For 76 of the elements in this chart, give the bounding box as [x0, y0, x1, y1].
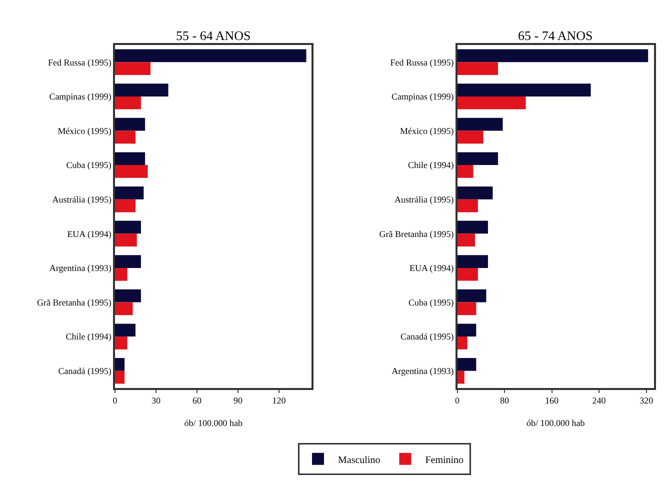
bar [115, 199, 136, 212]
bar [457, 268, 478, 281]
legend-label: Feminino [425, 454, 464, 466]
bar [457, 130, 484, 144]
bar [457, 62, 498, 76]
bar [115, 220, 141, 234]
y-tick-label: Fed Russa (1995) [48, 57, 112, 68]
bar [115, 165, 148, 178]
bar [457, 118, 503, 131]
bar [115, 324, 136, 337]
legend-label: Masculino [338, 454, 380, 466]
x-tick-label: 80 [500, 396, 510, 406]
bar [457, 84, 591, 96]
y-tick-label: Austrália (1995) [394, 194, 454, 204]
bar [115, 130, 136, 144]
bar [457, 199, 478, 212]
bar [457, 358, 476, 371]
x-tick-label: 30 [151, 396, 161, 406]
bar [457, 255, 488, 268]
bar [457, 324, 476, 337]
bar [457, 220, 488, 234]
bar [115, 255, 141, 268]
x-tick-label: 320 [640, 396, 654, 406]
bar [115, 49, 306, 62]
x-tick-label: 160 [545, 396, 560, 406]
x-tick-label: 0 [112, 396, 118, 406]
y-tick-label: EUA (1994) [409, 263, 454, 274]
x-tick-label: 60 [192, 396, 202, 406]
bar [115, 62, 151, 76]
bar [115, 302, 133, 316]
bar [115, 234, 137, 247]
bar [457, 336, 468, 350]
y-tick-label: Argentina (1993) [392, 366, 454, 376]
chart-title: 65 - 74 ANOS [518, 28, 593, 43]
y-tick-label: EUA (1994) [67, 228, 112, 239]
x-tick-label: 120 [272, 396, 286, 406]
y-tick-label: Austrália (1995) [52, 194, 112, 204]
y-tick-label: Canadá (1995) [58, 366, 112, 376]
bar [115, 152, 146, 166]
y-tick-label: Grã Bretanha (1995) [379, 228, 454, 239]
bar [115, 96, 141, 110]
bar [115, 268, 128, 281]
bar [457, 49, 648, 62]
y-tick-label: Chile (1994) [408, 160, 454, 170]
bar [115, 118, 146, 131]
y-tick-label: Chile (1994) [66, 332, 112, 342]
bar [457, 302, 476, 316]
bar [457, 96, 526, 110]
y-tick-label: México (1995) [58, 126, 112, 136]
y-tick-label: Canadá (1995) [400, 332, 454, 342]
y-tick-label: Grã Bretanha (1995) [36, 297, 112, 308]
x-tick-label: 0 [455, 396, 460, 406]
bar [115, 370, 125, 384]
bar [115, 186, 144, 200]
bar [115, 84, 168, 96]
bar [457, 165, 474, 178]
x-tick-label: 90 [233, 396, 243, 406]
y-tick-label: Fed Russa (1995) [390, 57, 454, 68]
x-tick-label: 240 [592, 396, 606, 406]
y-tick-label: México (1995) [400, 126, 454, 136]
bar [115, 289, 141, 302]
y-tick-label: Campinas (1999) [391, 92, 454, 102]
bar [115, 336, 128, 350]
y-tick-label: Cuba (1995) [408, 297, 454, 308]
bar [457, 234, 475, 247]
bar [457, 370, 464, 384]
x-axis-title: ób/ 100.000 hab [184, 418, 243, 428]
bar [457, 186, 493, 200]
x-axis-title: ób/ 100.000 hab [526, 418, 586, 428]
y-tick-label: Campinas (1999) [49, 92, 112, 102]
y-tick-label: Cuba (1995) [66, 160, 112, 170]
bar [115, 358, 125, 371]
y-tick-label: Argentina (1993) [49, 263, 112, 274]
bar [457, 152, 498, 166]
bar [457, 289, 486, 302]
chart-title: 55 - 64 ANOS [176, 28, 251, 43]
